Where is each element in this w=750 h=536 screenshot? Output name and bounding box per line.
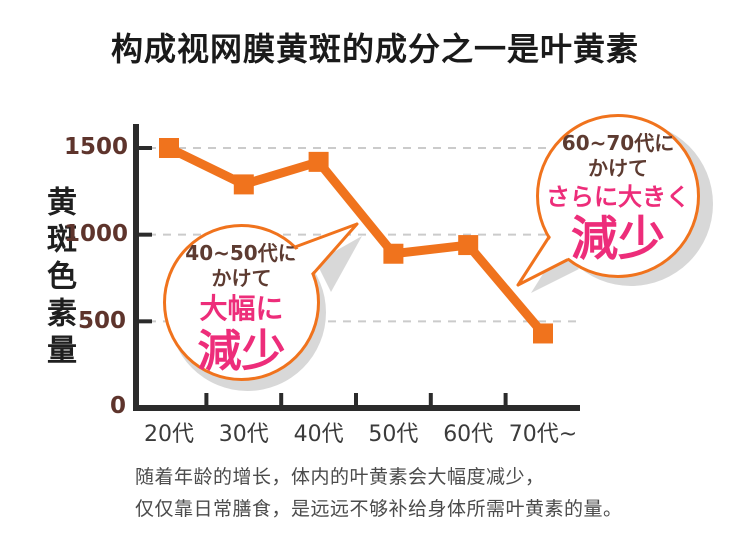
bubble1-tail-border [293, 222, 359, 276]
bubble1-line1: 40~50代に [185, 241, 298, 265]
bubble2-line1: 60~70代に [561, 131, 675, 155]
bubble2-tail-border [516, 235, 569, 287]
data-point-70代~ [533, 323, 553, 344]
bubble1-tail-shadow [316, 236, 362, 292]
bubble1-line4: 減少 [197, 326, 286, 377]
data-point-40代 [308, 151, 329, 172]
bubble2-tail [518, 233, 572, 285]
annotation-bubble-40-50s: 40~50代に かけて 大幅に 減少 [163, 224, 320, 381]
bubble1-tail [290, 224, 357, 278]
data-point-30代 [233, 174, 254, 195]
bubble2-line4: 減少 [571, 212, 665, 267]
bubble1-line3: 大幅に [199, 292, 284, 325]
bubble2-line2: かけて [588, 156, 648, 180]
data-point-20代 [159, 138, 179, 158]
data-line [167, 143, 547, 337]
y-axis-line [133, 124, 139, 411]
x-axis-line [133, 405, 580, 411]
bubble1-line2: かけて [211, 266, 272, 290]
data-point-60代 [458, 235, 479, 256]
data-point-50代 [383, 243, 404, 264]
bubble2-line3: さらに大きく [546, 183, 690, 211]
